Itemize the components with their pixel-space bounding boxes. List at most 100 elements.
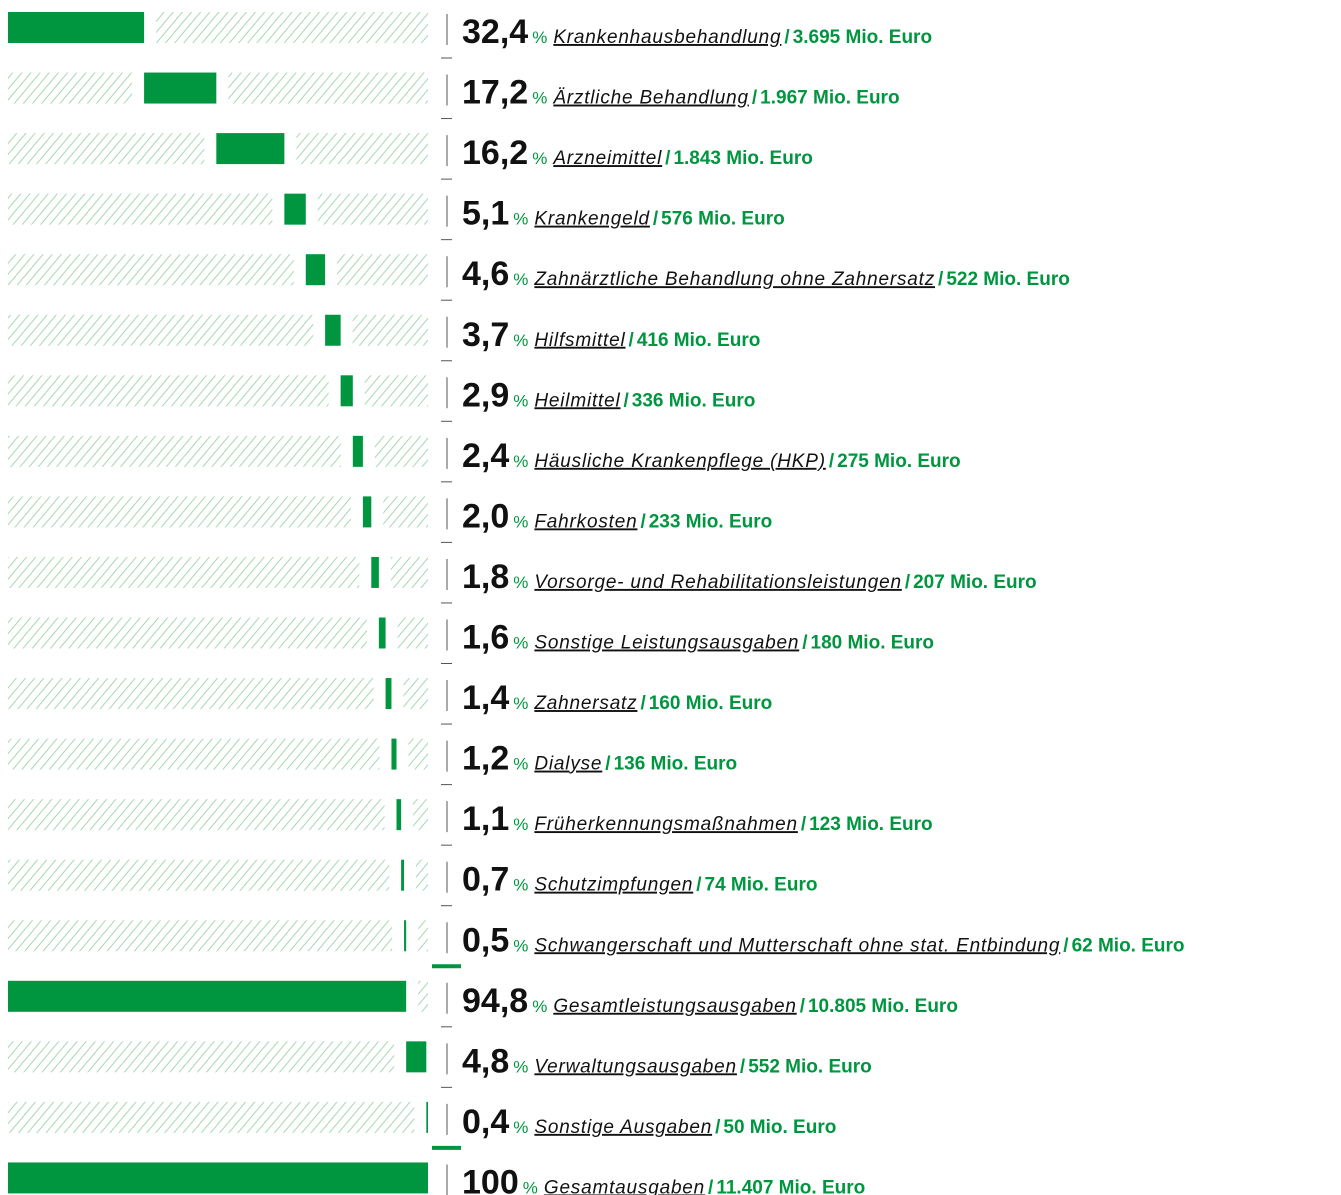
value-label: 3,7: [462, 316, 509, 354]
amount-label: 74 Mio. Euro: [705, 875, 818, 896]
row-label: 0,4% Sonstige Ausgaben/50 Mio. Euro: [462, 1103, 836, 1141]
unit-label: %: [513, 210, 528, 229]
separator: /: [752, 88, 758, 109]
separator: /: [1063, 935, 1069, 956]
hatch: [8, 920, 393, 952]
separator: /: [800, 996, 806, 1017]
unit-label: %: [513, 452, 528, 471]
separator: /: [905, 572, 911, 593]
row-label: 4,8% Verwaltungsausgaben/552 Mio. Euro: [462, 1042, 872, 1080]
value-label: 100: [462, 1163, 519, 1195]
unit-label: %: [513, 270, 528, 289]
hatch: [8, 1101, 415, 1133]
unit-label: %: [532, 89, 547, 108]
hatch: [8, 435, 341, 467]
bar: [404, 920, 407, 952]
bar: [385, 678, 392, 710]
bar: [378, 617, 386, 649]
row-label: 1,2% Dialyse/136 Mio. Euro: [462, 740, 737, 778]
amount-label: 336 Mio. Euro: [632, 390, 756, 411]
unit-label: %: [523, 1178, 538, 1195]
category-label: Fahrkosten: [534, 511, 637, 532]
hatch: [8, 496, 351, 528]
bar: [284, 193, 306, 225]
hatch: [8, 617, 367, 649]
category-label: Heilmittel: [534, 390, 620, 411]
row-label: 0,5% Schwangerschaft und Mutterschaft ohn…: [462, 921, 1185, 959]
amount-label: 207 Mio. Euro: [913, 572, 1037, 593]
hatch: [8, 254, 294, 286]
separator: /: [605, 754, 611, 775]
row-label: 2,9% Heilmittel/336 Mio. Euro: [462, 376, 755, 414]
amount-label: 160 Mio. Euro: [649, 693, 773, 714]
hatch: [8, 72, 133, 104]
value-label: 32,4: [462, 13, 528, 51]
separator: /: [715, 1117, 721, 1138]
row-label: 16,2% Arzneimittel/1.843 Mio. Euro: [462, 134, 813, 172]
separator: /: [708, 1177, 714, 1195]
value-label: 94,8: [462, 982, 528, 1020]
row-label: 2,4% Häusliche Krankenpflege (HKP)/275 Mi…: [462, 437, 961, 475]
separator: /: [740, 1056, 746, 1077]
separator: /: [640, 511, 646, 532]
unit-label: %: [513, 1118, 528, 1137]
category-label: Krankengeld: [534, 209, 650, 230]
amount-label: 233 Mio. Euro: [649, 511, 773, 532]
hatch: [418, 920, 428, 952]
row-label: 32,4% Krankenhausbehandlung/3.695 Mio. Eu…: [462, 13, 932, 51]
hatch: [408, 738, 428, 770]
category-label: Arzneimittel: [552, 148, 662, 169]
value-label: 0,4: [462, 1103, 509, 1141]
amount-label: 10.805 Mio. Euro: [808, 996, 958, 1017]
value-label: 2,9: [462, 376, 509, 414]
hatch: [228, 72, 428, 104]
value-label: 1,1: [462, 800, 509, 838]
value-label: 0,7: [462, 861, 509, 899]
hatch: [383, 496, 428, 528]
unit-label: %: [513, 1057, 528, 1076]
hatch: [390, 556, 428, 588]
separator: /: [784, 27, 790, 48]
amount-label: 62 Mio. Euro: [1072, 935, 1185, 956]
value-label: 1,8: [462, 558, 509, 596]
hatch: [8, 133, 205, 165]
hatch: [8, 738, 380, 770]
row-label: 5,1% Krankengeld/576 Mio. Euro: [462, 195, 785, 233]
hatch: [8, 1041, 395, 1073]
bar: [396, 799, 402, 831]
hatch: [418, 980, 428, 1012]
hatch: [8, 859, 390, 891]
unit-label: %: [532, 149, 547, 168]
separator: /: [640, 693, 646, 714]
value-label: 5,1: [462, 195, 509, 233]
category-label: Zahnärztliche Behandlung ohne Zahnersatz: [533, 269, 935, 290]
separator: /: [696, 875, 702, 896]
amount-label: 275 Mio. Euro: [837, 451, 961, 472]
amount-label: 123 Mio. Euro: [809, 814, 933, 835]
bar: [352, 435, 363, 467]
row-label: 1,6% Sonstige Leistungsausgaben/180 Mio. …: [462, 619, 934, 657]
separator: /: [629, 330, 635, 351]
hatch: [403, 678, 428, 710]
amount-label: 3.695 Mio. Euro: [793, 27, 932, 48]
unit-label: %: [513, 391, 528, 410]
row-label: 100% Gesamtausgaben/11.407 Mio. Euro: [462, 1163, 865, 1195]
value-label: 16,2: [462, 134, 528, 172]
unit-label: %: [513, 936, 528, 955]
category-label: Vorsorge- und Rehabilitationsleistungen: [534, 572, 901, 593]
value-label: 2,4: [462, 437, 509, 475]
category-label: Zahnersatz: [533, 693, 637, 714]
unit-label: %: [513, 815, 528, 834]
bar: [216, 133, 285, 165]
hatch: [413, 799, 428, 831]
unit-label: %: [513, 755, 528, 774]
row-label: 0,7% Schutzimpfungen/74 Mio. Euro: [462, 861, 817, 899]
amount-label: 11.407 Mio. Euro: [716, 1177, 865, 1195]
category-label: Krankenhausbehandlung: [553, 27, 781, 48]
bar: [362, 496, 372, 528]
hatch: [337, 254, 428, 286]
category-label: Sonstige Leistungsausgaben: [534, 633, 799, 654]
row-label: 1,8% Vorsorge- und Rehabilitationsleistun…: [462, 558, 1037, 596]
unit-label: %: [513, 634, 528, 653]
